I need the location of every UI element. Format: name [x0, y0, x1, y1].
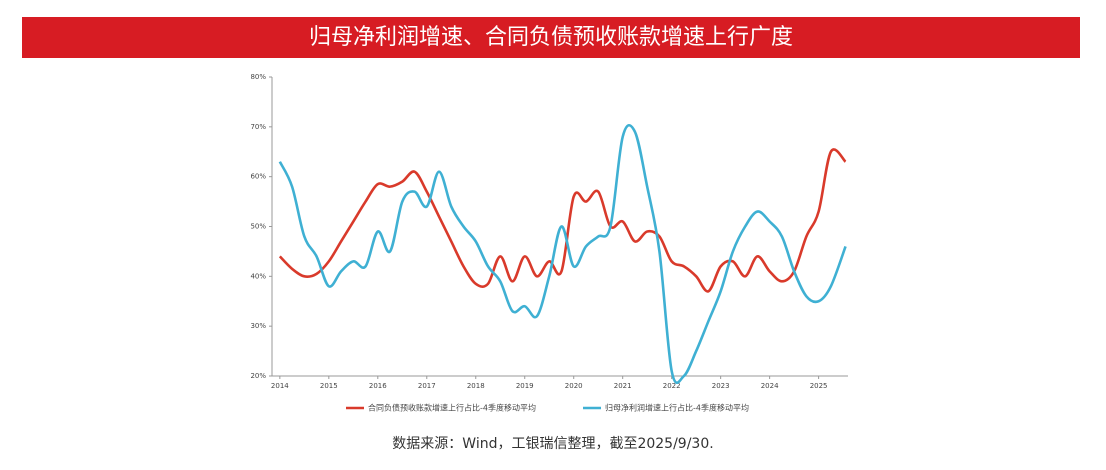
legend-label: 归母净利润增速上行占比-4季度移动平均	[605, 403, 749, 413]
y-tick-label: 30%	[250, 322, 266, 330]
y-tick-label: 60%	[250, 173, 266, 181]
legend-label: 合同负债预收账款增速上行占比-4季度移动平均	[368, 403, 536, 413]
y-tick-label: 20%	[250, 372, 266, 380]
x-tick-label: 2017	[418, 382, 436, 390]
x-tick-label: 2015	[320, 382, 338, 390]
x-tick-label: 2023	[712, 382, 730, 390]
x-tick-label: 2014	[271, 382, 289, 390]
series-line	[278, 123, 847, 384]
y-tick-label: 70%	[250, 123, 266, 131]
x-tick-label: 2019	[516, 382, 534, 390]
x-tick-label: 2021	[614, 382, 632, 390]
series-line	[278, 148, 847, 293]
x-tick-label: 2024	[761, 382, 779, 390]
y-tick-label: 40%	[250, 272, 266, 280]
y-tick-label: 50%	[250, 223, 266, 231]
source-note: 数据来源：Wind，工银瑞信整理，截至2025/9/30.	[392, 436, 713, 452]
x-tick-label: 2018	[467, 382, 485, 390]
chart-title: 归母净利润增速、合同负债预收账款增速上行广度	[309, 25, 793, 50]
x-tick-label: 2016	[369, 382, 387, 390]
x-tick-label: 2022	[663, 382, 681, 390]
x-tick-label: 2020	[565, 382, 583, 390]
y-tick-label: 80%	[250, 73, 266, 81]
title-banner	[22, 17, 1080, 58]
x-tick-label: 2025	[810, 382, 828, 390]
